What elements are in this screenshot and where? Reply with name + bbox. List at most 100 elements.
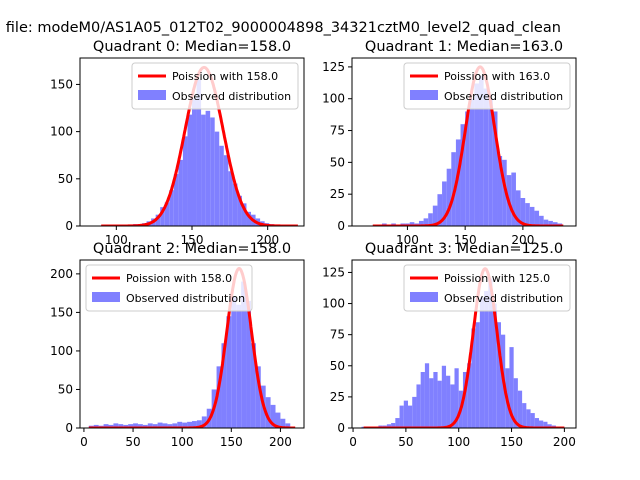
hist-bar [201, 416, 207, 428]
hist-bar [395, 418, 400, 428]
y-tick-label: 0 [337, 421, 345, 435]
subplot-title: Quadrant 1: Median=163.0 [365, 39, 563, 55]
hist-bar [467, 363, 472, 428]
hist-bar [231, 296, 237, 428]
y-tick-label: 75 [330, 124, 345, 138]
hist-bar [517, 390, 523, 428]
hist-bar [492, 111, 498, 226]
hist-bar [255, 366, 261, 428]
hist-bar [520, 198, 526, 226]
hist-bar [169, 190, 174, 226]
hist-bar [201, 114, 206, 226]
subplot-title: Quadrant 0: Median=158.0 [93, 39, 291, 55]
hist-bar [408, 405, 413, 428]
hist-bar [164, 202, 170, 226]
hist-bar [511, 172, 516, 226]
hist-bar [469, 98, 475, 226]
hist-bar [187, 114, 192, 226]
hist-bar [479, 75, 484, 226]
hist-bar [155, 214, 161, 226]
hist-bar [285, 423, 291, 428]
hist-bar [525, 203, 530, 226]
hist-bar [534, 210, 540, 226]
y-tick-label: 0 [65, 421, 73, 435]
subplot-quadrant-0: 100 150 200 0 50 100 150 Poission with 158.0 Obs… [50, 39, 305, 247]
hist-bar [433, 372, 438, 428]
subplot-quadrant-2: 0 50 100 150 200 0 50 100 150 200 Poission with 15… [50, 241, 305, 449]
hist-bar [548, 220, 553, 226]
x-tick-label: 0 [349, 435, 357, 449]
hist-bar [399, 405, 404, 428]
legend-hist-label: Observed distribution [126, 292, 245, 305]
hist-bar [226, 316, 232, 428]
hist-bar [539, 420, 544, 428]
hist-bar [142, 424, 148, 428]
hist-bar [133, 423, 138, 428]
hist-bar [479, 297, 485, 428]
hist-bar [246, 211, 252, 226]
hist-bar [210, 117, 215, 226]
subplot-title: Quadrant 3: Median=125.0 [365, 241, 563, 257]
hist-bar [475, 322, 480, 428]
hist-bar [502, 159, 507, 226]
hist-bar [432, 205, 438, 226]
hist-bar [237, 195, 242, 226]
hist-bar [474, 83, 480, 226]
legend: Poission with 158.0 Observed distribution [131, 62, 299, 110]
hist-bar [534, 418, 540, 428]
x-tick-label: 150 [181, 233, 204, 247]
x-tick-label: 100 [171, 435, 194, 449]
hist-bar [221, 343, 227, 428]
hist-bar [460, 124, 466, 226]
legend-hist-swatch [410, 292, 438, 302]
legend-hist-label: Observed distribution [444, 292, 563, 305]
subplot-quadrant-3: 0 50 100 150 200 0 25 50 75 100 125 Poission with 1… [322, 241, 577, 449]
y-tick-label: 50 [58, 382, 73, 396]
legend-hist-swatch [138, 90, 166, 100]
axes-frame [351, 57, 577, 227]
legend: Poission with 158.0 Observed distribution [85, 264, 253, 312]
x-tick-label: 150 [500, 435, 523, 449]
legend-box [131, 62, 299, 110]
y-tick-label: 100 [50, 344, 73, 358]
hist-bar [526, 409, 531, 428]
hist-bar [513, 378, 518, 428]
hist-bar [167, 424, 173, 428]
hist-bar [177, 421, 183, 428]
legend-hist-swatch [92, 292, 120, 302]
hist-bar [182, 422, 188, 428]
hist-bar [196, 79, 202, 226]
hist-bar [232, 183, 238, 226]
y-tick-label: 25 [330, 390, 345, 404]
hist-bar [509, 347, 514, 428]
hist-bar [446, 168, 452, 226]
hist-bar [412, 396, 417, 428]
y-tick-label: 150 [50, 77, 73, 91]
hist-bar [93, 424, 99, 428]
axes-frame [351, 259, 577, 429]
hist-bar [442, 181, 447, 226]
hist-bar [178, 159, 183, 226]
hist-bar [137, 424, 143, 428]
hist-bar [418, 220, 424, 226]
x-tick-label: 0 [80, 435, 88, 449]
hist-bar [147, 423, 153, 428]
hist-bar [515, 190, 521, 226]
x-tick-label: 200 [511, 233, 534, 247]
subplots: 100 150 200 0 50 100 150 Poission with 158.0 Obs… [50, 39, 577, 449]
hist-bar [196, 420, 202, 428]
hist-bar [246, 300, 251, 428]
hist-bar [123, 424, 129, 428]
y-tick-label: 150 [50, 305, 73, 319]
hist-bar [488, 98, 493, 226]
hist-bar [409, 222, 415, 226]
legend-hist-label: Observed distribution [444, 90, 563, 103]
figure-title: n file: modeM0/AS1A05_012T02_9000004898_… [0, 20, 561, 36]
y-tick-label: 50 [58, 172, 73, 186]
hist-bar [241, 281, 247, 428]
y-tick-label: 25 [330, 187, 345, 201]
hist-bar [275, 412, 281, 428]
hist-bar [429, 378, 434, 428]
hist-bar [108, 424, 114, 428]
